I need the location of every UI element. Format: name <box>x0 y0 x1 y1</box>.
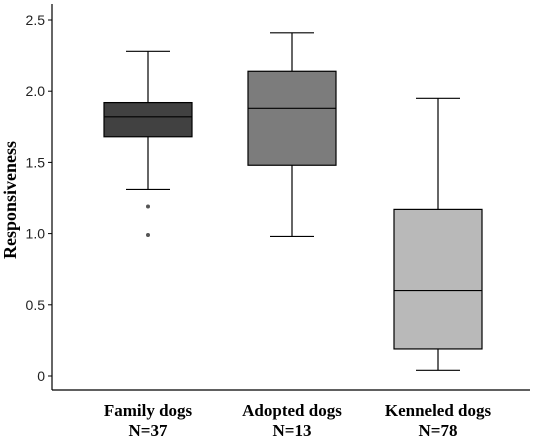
box-1 <box>103 50 193 238</box>
y-tick-label: 2.0 <box>26 83 46 99</box>
category-label: Family dogs <box>104 401 193 420</box>
y-tick-label: 2.5 <box>26 12 46 28</box>
outlier-point <box>146 233 150 238</box>
category-label: Adopted dogs <box>242 401 342 420</box>
box-body <box>103 101 193 138</box>
category-label: Kenneled dogs <box>385 401 492 420</box>
y-tick-label: 1.5 <box>26 154 46 170</box>
box-body <box>393 208 483 350</box>
y-tick-label: 1.0 <box>26 226 46 242</box>
y-axis: 0 0.5 1.0 1.5 2.0 2.5 <box>26 4 530 391</box>
category-n-label: N=78 <box>419 421 458 439</box>
box-body <box>247 70 337 166</box>
category-n-label: N=13 <box>273 421 312 439</box>
box-plot-series <box>103 32 483 371</box>
outlier-point <box>146 204 150 209</box>
y-axis-title: Responsiveness <box>0 141 20 259</box>
box-3 <box>393 97 483 371</box>
box-2 <box>247 32 337 238</box>
y-tick-label: 0 <box>37 368 45 384</box>
category-n-label: N=37 <box>129 421 168 439</box>
y-tick-label: 0.5 <box>26 297 46 313</box>
